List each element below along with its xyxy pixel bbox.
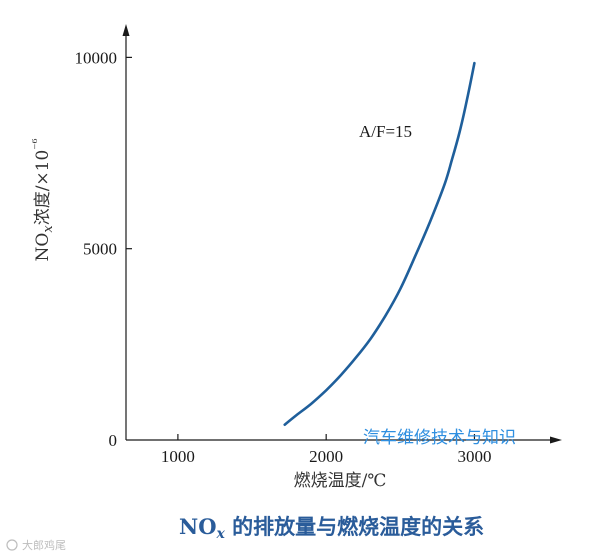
corner-logo-icon [6, 539, 18, 551]
series-line-af15 [283, 61, 476, 426]
x-axis-arrow [550, 436, 562, 444]
x-tick-label-3000: 3000 [457, 447, 491, 466]
axes [122, 24, 562, 444]
ylabel-mid: 浓度/×10 [33, 150, 53, 226]
caption-suffix: 的排放量与燃烧温度的关系 [225, 514, 484, 539]
x-tick-label-1000: 1000 [161, 447, 195, 466]
ylabel-sub-x: x [41, 225, 56, 233]
tick-group [126, 56, 476, 440]
x-tick-label-2000: 2000 [309, 447, 343, 466]
y-tick-label-10000: 10000 [75, 48, 118, 67]
caption-prefix: NO [179, 514, 217, 539]
tick-label-group: 1000 2000 3000 0 5000 10000 [75, 48, 492, 466]
corner-logo: 大郎鸡尾 [6, 538, 66, 552]
y-tick-label-0: 0 [109, 431, 118, 450]
caption-subscript: x [216, 526, 226, 542]
corner-mark-text: 大郎鸡尾 [22, 538, 66, 552]
y-axis-label: NOx浓度/×10⁻⁶ [30, 138, 56, 261]
ylabel-sup: ⁻⁶ [30, 138, 44, 149]
x-axis-label: 燃烧温度/℃ [294, 471, 387, 491]
y-axis-arrow [122, 24, 130, 36]
curve-label: A/F=15 [359, 122, 412, 141]
figure-caption: NOx 的排放量与燃烧温度的关系 [179, 514, 484, 542]
y-tick-label-5000: 5000 [83, 240, 117, 259]
watermark-text: 汽车维修技术与知识 [363, 428, 516, 448]
ylabel-no: NO [33, 233, 53, 262]
